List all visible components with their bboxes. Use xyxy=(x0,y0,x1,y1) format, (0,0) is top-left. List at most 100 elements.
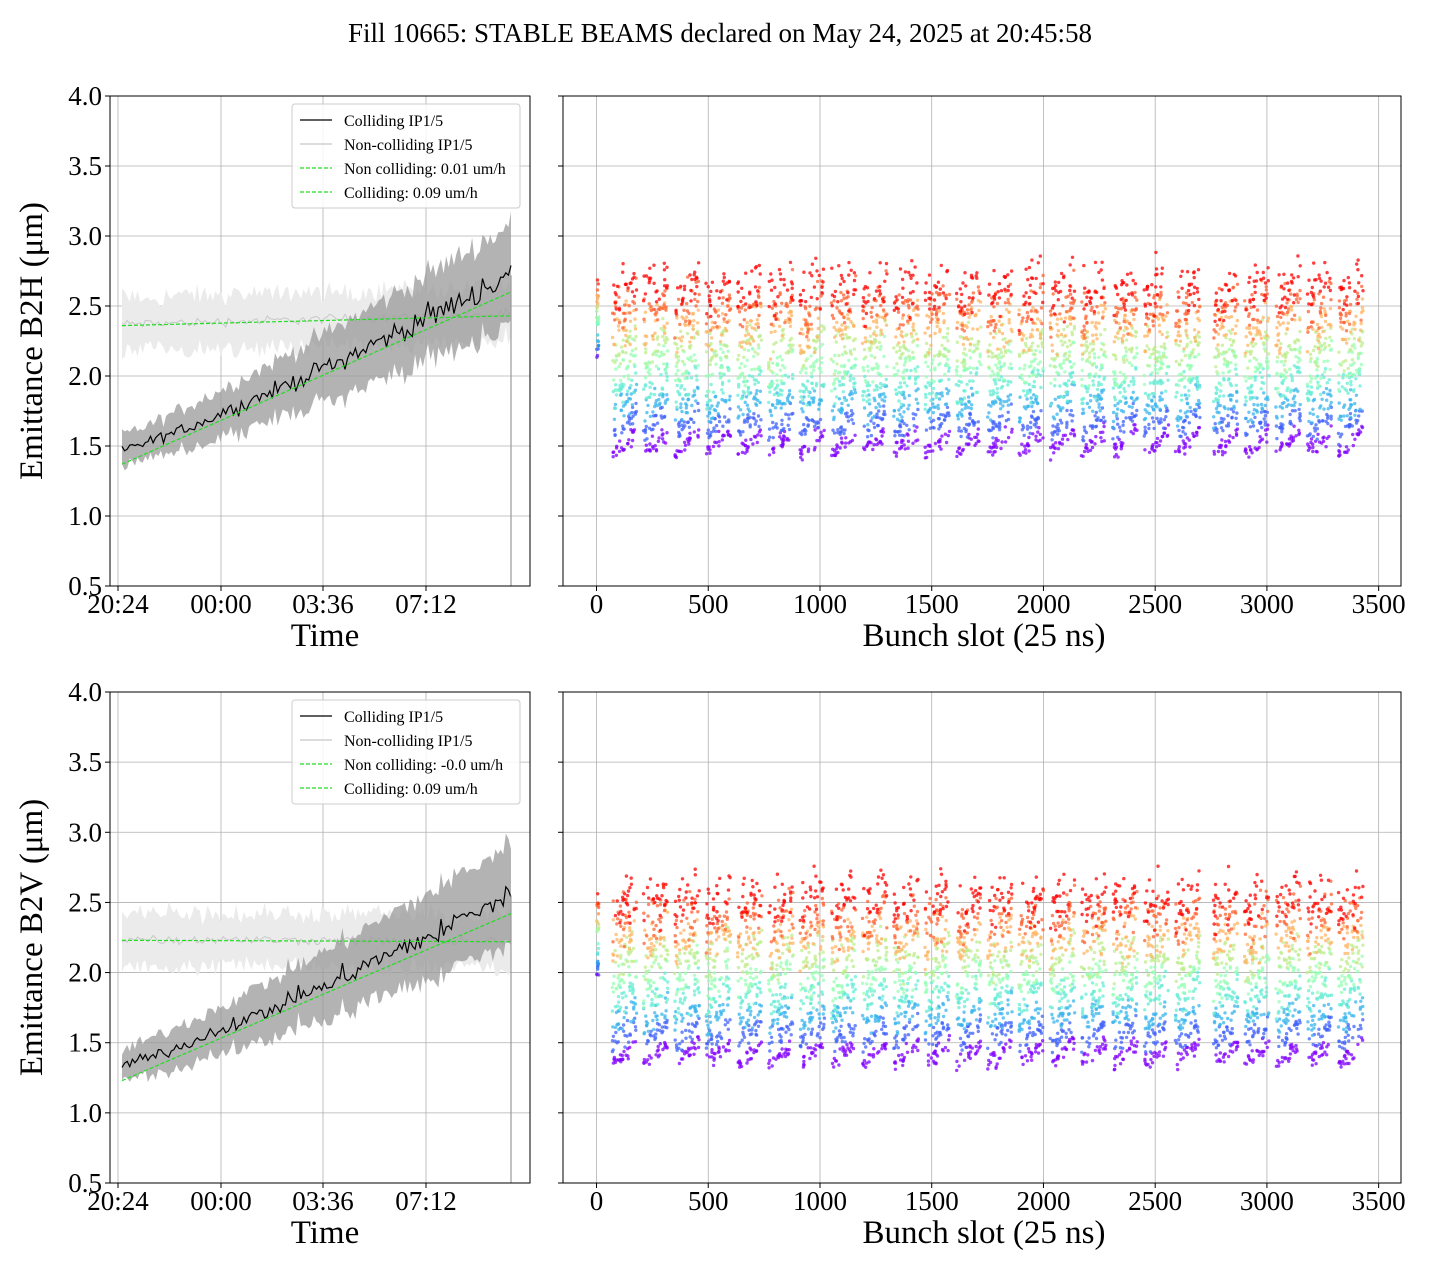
scatter-point xyxy=(912,424,916,428)
scatter-point xyxy=(1194,407,1198,412)
scatter-point xyxy=(595,300,599,304)
scatter-point xyxy=(1352,320,1356,324)
scatter-point xyxy=(1038,432,1043,437)
scatter-point xyxy=(1095,387,1100,392)
scatter-point xyxy=(1143,448,1147,452)
scatter-point xyxy=(677,432,682,436)
scatter-point xyxy=(1183,385,1187,389)
scatter-point xyxy=(721,350,725,355)
scatter-point xyxy=(1192,270,1196,274)
scatter-point xyxy=(1342,302,1347,306)
scatter-point xyxy=(772,450,776,455)
scatter-point xyxy=(929,368,933,372)
scatter-point xyxy=(1055,317,1060,321)
scatter-point xyxy=(1316,383,1320,388)
scatter-point xyxy=(778,291,782,295)
scatter-point xyxy=(1322,359,1326,364)
scatter-point xyxy=(652,404,657,409)
scatter-point xyxy=(1222,362,1227,366)
scatter-point xyxy=(862,406,867,410)
scatter-point xyxy=(1143,302,1147,306)
legend-entry: Colliding: 0.09 um/h xyxy=(344,781,478,798)
scatter-point xyxy=(1082,439,1086,443)
scatter-point xyxy=(971,276,975,280)
scatter-point xyxy=(802,422,806,427)
scatter-point xyxy=(648,372,652,376)
scatter-point xyxy=(986,320,990,324)
scatter-point xyxy=(789,280,794,284)
scatter-point xyxy=(812,285,817,289)
scatter-point xyxy=(1353,401,1357,406)
scatter-point xyxy=(1230,348,1235,353)
scatter-point xyxy=(1185,270,1190,274)
scatter-point xyxy=(674,372,678,376)
scatter-point xyxy=(1316,380,1320,384)
scatter-point xyxy=(1088,342,1093,346)
scatter-point xyxy=(1355,432,1359,436)
scatter-point xyxy=(621,350,625,354)
scatter-point xyxy=(1266,266,1270,270)
scatter-point xyxy=(1217,421,1222,425)
scatter-point xyxy=(1003,287,1007,291)
scatter-point xyxy=(1027,348,1031,352)
scatter-point xyxy=(1084,302,1089,307)
scatter-point xyxy=(645,362,649,366)
scatter-point xyxy=(1213,312,1217,317)
scatter-point xyxy=(748,292,752,296)
scatter-point xyxy=(874,318,879,322)
scatter-point xyxy=(1051,415,1056,419)
scatter-point xyxy=(1283,376,1288,380)
scatter-point xyxy=(1247,280,1251,285)
scatter-point xyxy=(725,298,729,302)
scatter-point xyxy=(960,323,965,327)
scatter-point xyxy=(1234,433,1239,437)
scatter-point xyxy=(894,295,898,299)
scatter-point xyxy=(864,444,869,449)
scatter-point xyxy=(1348,398,1352,402)
scatter-point xyxy=(1034,421,1039,425)
scatter-point xyxy=(1032,380,1037,384)
scatter-point xyxy=(1128,321,1132,326)
scatter-point xyxy=(804,416,809,420)
scatter-point xyxy=(768,357,773,361)
scatter-point xyxy=(1095,305,1099,309)
scatter-point xyxy=(883,313,888,318)
scatter-point xyxy=(1147,422,1151,427)
scatter-point xyxy=(771,350,775,354)
scatter-point xyxy=(1097,405,1101,409)
scatter-point xyxy=(1275,360,1279,364)
scatter-point xyxy=(968,348,972,353)
scatter-point xyxy=(1148,312,1153,316)
scatter-point xyxy=(1243,351,1248,356)
scatter-point xyxy=(1072,432,1076,436)
scatter-point xyxy=(817,273,821,278)
ytick-label: 1.5 xyxy=(68,431,102,461)
scatter-point xyxy=(717,444,721,448)
scatter-point xyxy=(743,443,747,448)
scatter-point xyxy=(1329,394,1333,398)
scatter-point xyxy=(1049,313,1053,317)
scatter-point xyxy=(756,289,760,293)
scatter-point xyxy=(909,332,913,336)
scatter-point xyxy=(1349,379,1353,384)
scatter-point xyxy=(874,384,878,388)
scatter-point xyxy=(777,324,782,329)
scatter-point xyxy=(755,389,759,393)
scatter-point xyxy=(781,401,785,406)
scatter-point xyxy=(809,327,814,331)
scatter-point xyxy=(773,424,778,429)
scatter-point xyxy=(897,341,901,345)
scatter-point xyxy=(778,368,783,372)
scatter-point xyxy=(1215,430,1219,435)
scatter-point xyxy=(1326,392,1330,396)
scatter-point xyxy=(1161,426,1166,430)
scatter-point xyxy=(1275,436,1279,441)
scatter-point xyxy=(746,348,751,353)
scatter-point xyxy=(624,328,628,333)
scatter-point xyxy=(1188,405,1192,410)
scatter-point xyxy=(803,432,807,436)
scatter-point xyxy=(758,400,762,405)
scatter-point xyxy=(1050,306,1055,310)
scatter-point xyxy=(755,318,759,322)
scatter-point xyxy=(704,330,708,334)
